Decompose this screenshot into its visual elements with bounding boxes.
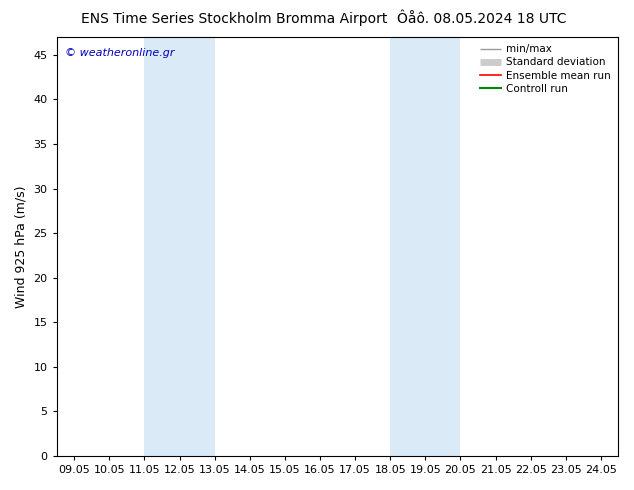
- Text: ENS Time Series Stockholm Bromma Airport: ENS Time Series Stockholm Bromma Airport: [81, 12, 388, 26]
- Bar: [390, 37, 460, 456]
- Text: Ôåô. 08.05.2024 18 UTC: Ôåô. 08.05.2024 18 UTC: [397, 12, 567, 26]
- Y-axis label: Wind 925 hPa (m/s): Wind 925 hPa (m/s): [15, 185, 28, 308]
- Legend: min/max, Standard deviation, Ensemble mean run, Controll run: min/max, Standard deviation, Ensemble me…: [478, 42, 613, 96]
- Bar: [145, 37, 215, 456]
- Text: © weatheronline.gr: © weatheronline.gr: [65, 48, 174, 57]
